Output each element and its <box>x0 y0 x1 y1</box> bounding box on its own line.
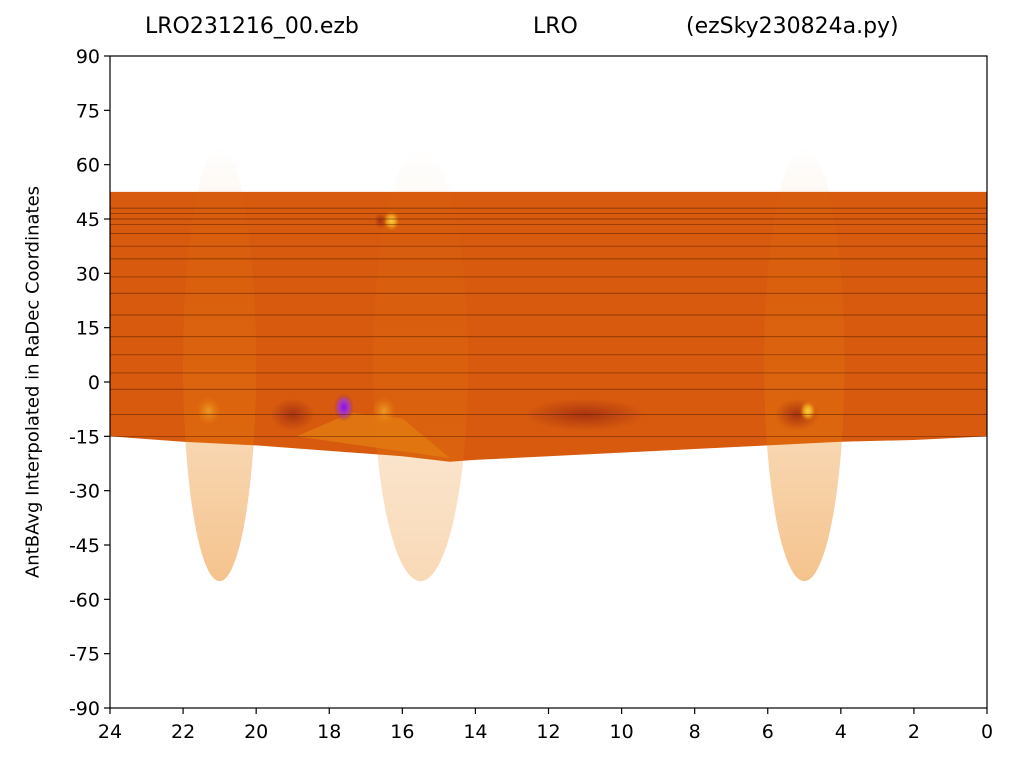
y-tick-label: -90 <box>69 698 100 720</box>
feature-hot <box>799 400 816 421</box>
x-tick-label: 4 <box>835 721 847 743</box>
feature-hot <box>383 210 400 231</box>
warm-band <box>183 146 257 582</box>
feature-min <box>333 393 354 422</box>
feature-warm <box>372 396 397 425</box>
chart-title-file: LRO231216_00.ezb <box>145 14 359 39</box>
y-tick-label: -15 <box>69 426 100 448</box>
warm-band <box>373 146 469 582</box>
wedge-shading <box>296 412 450 459</box>
y-tick-label: 15 <box>76 318 100 340</box>
y-tick-label: 90 <box>76 46 100 68</box>
y-tick-label: 45 <box>76 209 100 231</box>
x-tick-label: 16 <box>390 721 414 743</box>
y-tick-label: -75 <box>69 644 100 666</box>
feature-warm <box>196 396 221 425</box>
x-tick-label: 6 <box>762 721 774 743</box>
y-tick-label: -30 <box>69 481 100 503</box>
warm-band <box>764 146 845 582</box>
x-tick-label: 0 <box>981 721 993 743</box>
y-tick-label: 0 <box>88 372 100 394</box>
chart-title-station: LRO <box>533 14 578 39</box>
feature-dark <box>374 212 387 229</box>
x-tick-label: 22 <box>171 721 195 743</box>
x-tick-label: 24 <box>98 721 122 743</box>
y-tick-label: 75 <box>76 100 100 122</box>
y-tick-label: -45 <box>69 535 100 557</box>
chart-title-program: (ezSky230824a.py) <box>686 14 899 39</box>
y-tick-label: 60 <box>76 155 100 177</box>
x-tick-label: 8 <box>689 721 701 743</box>
x-tick-label: 14 <box>463 721 487 743</box>
x-tick-label: 20 <box>244 721 268 743</box>
x-tick-label: 18 <box>317 721 341 743</box>
x-tick-label: 12 <box>536 721 560 743</box>
y-tick-label: 30 <box>76 263 100 285</box>
y-tick-label: -60 <box>69 589 100 611</box>
x-tick-label: 10 <box>609 721 633 743</box>
x-tick-label: 2 <box>908 721 920 743</box>
